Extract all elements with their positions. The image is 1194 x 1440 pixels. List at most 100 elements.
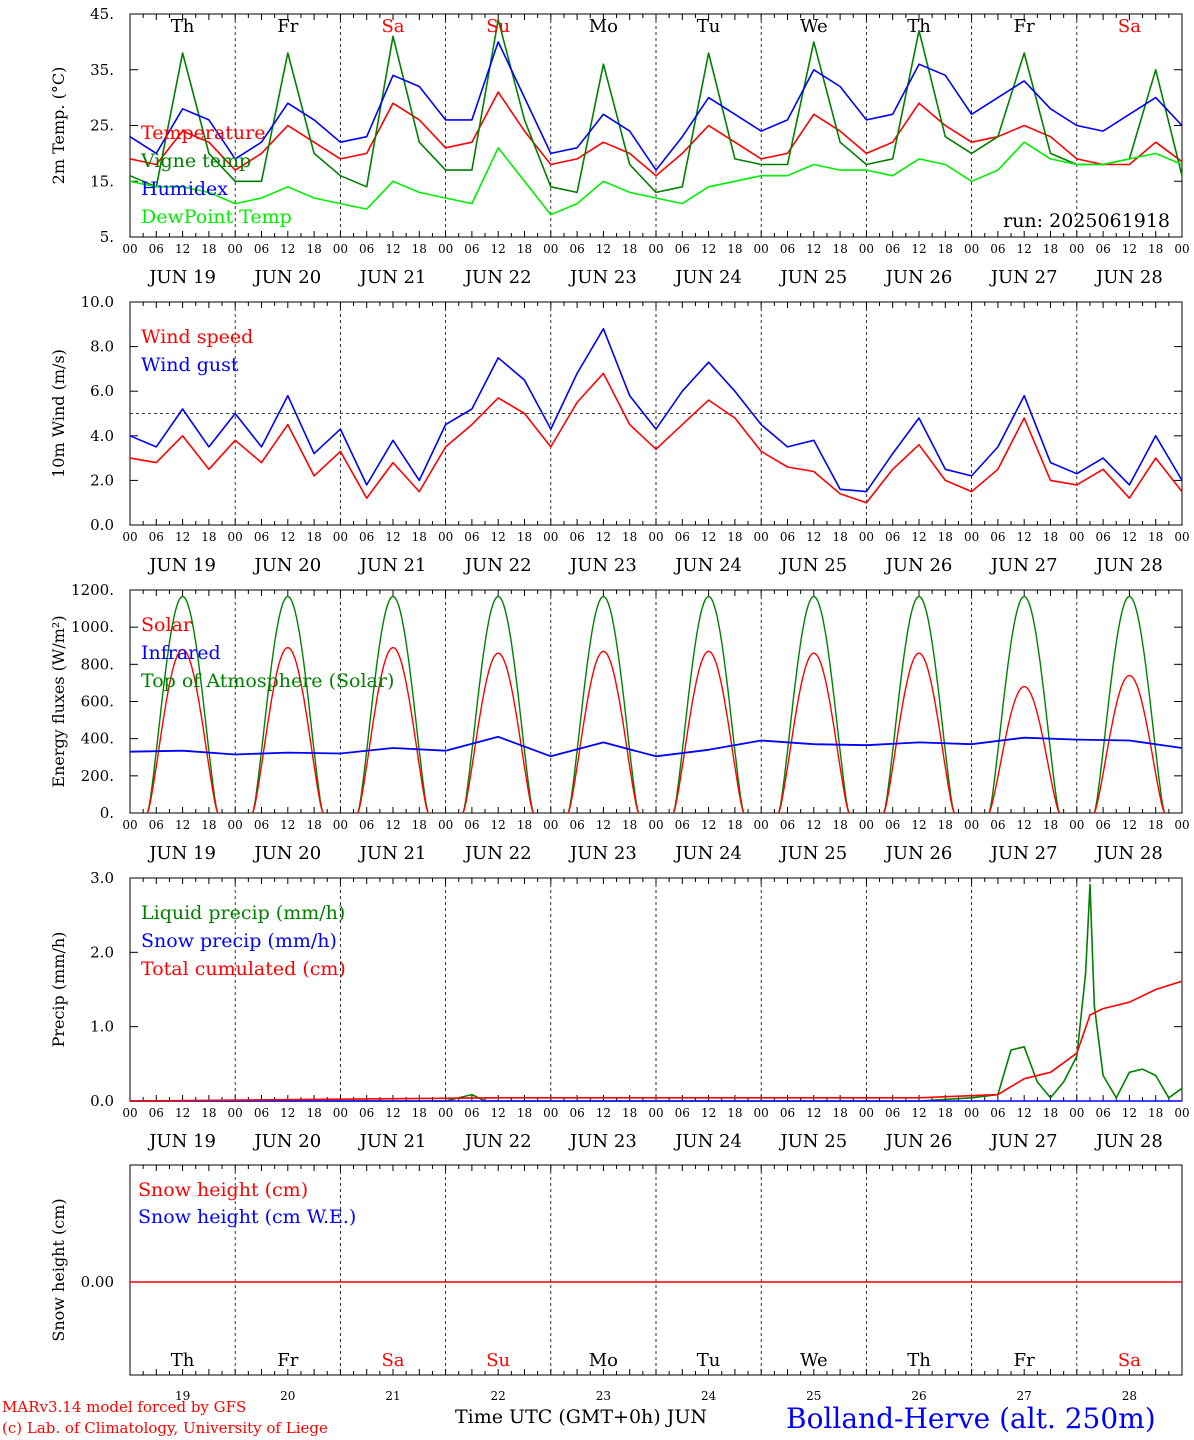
day-name-label: Tu: [697, 16, 721, 37]
panel-3-hour-label: 00: [1174, 1106, 1189, 1120]
panel-1-hour-label: 18: [201, 530, 216, 544]
panel-2-hour-label: 12: [1017, 818, 1032, 832]
panel-0-hour-label: 00: [122, 242, 137, 256]
day-name-label: Sa: [1118, 1350, 1141, 1371]
panel-3-ytick-label: 3.0: [90, 869, 114, 887]
panel-3-hour-label: 12: [491, 1106, 506, 1120]
panel-0-hour-label: 18: [622, 242, 637, 256]
panel-3-hour-label: 00: [122, 1106, 137, 1120]
panel-0-hour-label: 00: [438, 242, 453, 256]
series-top-of-atmosphere-solar: [252, 595, 324, 814]
panel-1-hour-label: 00: [1174, 530, 1189, 544]
day-name-label: Fr: [277, 16, 298, 37]
panel-0-hour-label: 06: [990, 242, 1005, 256]
series-solar: [672, 650, 745, 814]
day-name-label: Tu: [697, 1350, 721, 1371]
panel-3-hour-label: 06: [254, 1106, 269, 1120]
panel-3-hour-label: 00: [543, 1106, 558, 1120]
panel-3-hour-label: 18: [832, 1106, 847, 1120]
panel-3-hour-label: 00: [228, 1106, 243, 1120]
day-number-label: 26: [911, 1389, 926, 1403]
panel-4-ytick-label: 0.00: [81, 1273, 114, 1291]
panel-0-hour-label: 18: [201, 242, 216, 256]
day-number-label: 20: [280, 1389, 295, 1403]
panel-3-hour-label: 00: [438, 1106, 453, 1120]
panel-2-hour-label: 06: [359, 818, 374, 832]
panel-0-hour-label: 18: [1043, 242, 1058, 256]
day-name-label: Su: [486, 16, 510, 37]
panel-0-hour-label: 18: [412, 242, 427, 256]
panel-0-hour-label: 12: [491, 242, 506, 256]
panel-3-date-label: JUN 23: [568, 1131, 637, 1152]
series-wind-gust: [129, 327, 1183, 493]
panel-0-hour-label: 00: [228, 242, 243, 256]
panel-0-date-label: JUN 23: [568, 267, 637, 288]
panel-3-hour-label: 06: [780, 1106, 795, 1120]
panel-3-hour-label: 18: [727, 1106, 742, 1120]
panel-0-hour-label: 18: [832, 242, 847, 256]
panel-0-date-label: JUN 22: [463, 267, 532, 288]
panel-1-hour-label: 12: [491, 530, 506, 544]
series-top-of-atmosphere-solar: [988, 595, 1060, 814]
panel-2-ylabel: Energy fluxes (W/m²): [49, 615, 68, 787]
panel-3-hour-label: 18: [306, 1106, 321, 1120]
panel-1-hour-label: 12: [1017, 530, 1032, 544]
panel-1-ylabel: 10m Wind (m/s): [49, 349, 68, 478]
series-solar: [146, 648, 219, 814]
panel-2-hour-label: 06: [675, 818, 690, 832]
panel-1-hour-label: 06: [780, 530, 795, 544]
day-number-label: 28: [1122, 1389, 1137, 1403]
day-name-label: Sa: [381, 16, 404, 37]
panel-3-ytick-label: 1.0: [90, 1018, 114, 1036]
panel-2-hour-label: 06: [464, 818, 479, 832]
panel-2-date-label: JUN 28: [1094, 843, 1163, 864]
panel-2-ytick-label: 200.: [81, 767, 114, 785]
series-top-of-atmosphere-solar: [357, 595, 429, 814]
panel-0-hour-label: 00: [333, 242, 348, 256]
panel-1-ytick-label: 8.0: [90, 338, 114, 356]
panel-1-hour-label: 00: [1069, 530, 1084, 544]
panel-1-hour-label: 12: [385, 530, 400, 544]
panel-0-ytick-label: 35.: [90, 61, 114, 79]
legend-vigne-temp: Vigne temp: [140, 150, 251, 172]
panel-1-hour-label: 12: [280, 530, 295, 544]
panel-0-hour-label: 00: [754, 242, 769, 256]
panel-0-hour-label: 00: [648, 242, 663, 256]
panel-1-hour-label: 12: [701, 530, 716, 544]
day-number-label: 24: [701, 1389, 717, 1403]
panel-3-hour-label: 18: [622, 1106, 637, 1120]
panel-1-date-label: JUN 28: [1094, 555, 1163, 576]
day-number-label: 21: [385, 1389, 400, 1403]
panel-3-hour-label: 18: [517, 1106, 532, 1120]
panel-3-ylabel: Precip (mm/h): [49, 932, 68, 1048]
panel-3-hour-label: 12: [806, 1106, 821, 1120]
panel-0-hour-label: 06: [359, 242, 374, 256]
panel-0-ytick-label: 45.: [90, 5, 114, 23]
panel-1-hour-label: 06: [1095, 530, 1110, 544]
panel-3-date-label: JUN 22: [463, 1131, 532, 1152]
panel-0-hour-label: 18: [306, 242, 321, 256]
day-name-label: Th: [907, 16, 931, 37]
panel-3-date-label: JUN 24: [673, 1131, 742, 1152]
panel-1-hour-label: 06: [569, 530, 584, 544]
panel-3-hour-label: 00: [1069, 1106, 1084, 1120]
panel-3-hour-label: 12: [280, 1106, 295, 1120]
panel-3-hour-label: 12: [175, 1106, 190, 1120]
panel-3-hour-label: 00: [333, 1106, 348, 1120]
panel-2-hour-label: 00: [122, 818, 137, 832]
series-top-of-atmosphere-solar: [778, 595, 850, 814]
panel-2-hour-label: 06: [254, 818, 269, 832]
panel-1-hour-label: 18: [306, 530, 321, 544]
panel-3-hour-label: 18: [938, 1106, 953, 1120]
panel-3-hour-label: 00: [859, 1106, 874, 1120]
legend-solar: Solar: [141, 614, 193, 636]
series-solar: [778, 652, 850, 814]
panel-0-hour-label: 06: [780, 242, 795, 256]
panel-2-hour-label: 18: [1148, 818, 1163, 832]
panel-2-hour-label: 06: [149, 818, 164, 832]
station-title: Bolland-Herve (alt. 250m): [786, 1402, 1156, 1435]
panel-2-hour-label: 00: [333, 818, 348, 832]
panel-0-date-label: JUN 26: [884, 267, 953, 288]
day-name-label: Fr: [277, 1350, 298, 1371]
